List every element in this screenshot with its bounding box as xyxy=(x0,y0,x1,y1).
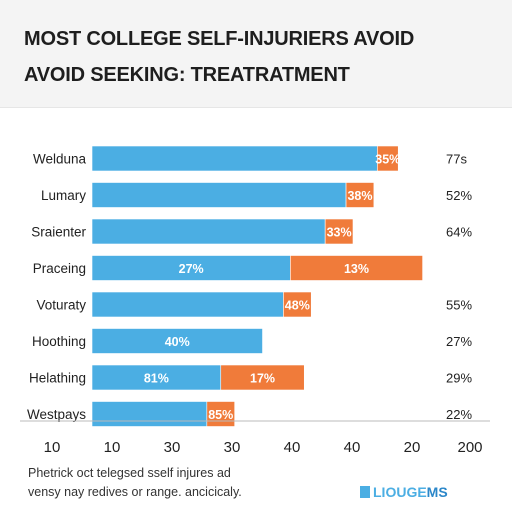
bar-segment xyxy=(91,328,263,354)
bar-data-label: 33% xyxy=(327,226,352,240)
bar-data-label: 85% xyxy=(208,408,233,422)
category-label: Hoothing xyxy=(32,334,86,349)
category-label: Voturaty xyxy=(36,298,86,313)
category-label: Helathing xyxy=(29,371,86,386)
x-tick-label: 20 xyxy=(404,439,421,456)
row-value-label: 27% xyxy=(446,334,472,349)
bar-data-label: 40% xyxy=(165,335,190,349)
row-value-label: 77s xyxy=(446,152,467,167)
x-tick-label: 40 xyxy=(284,439,301,456)
row-value-label: 52% xyxy=(446,188,472,203)
bar-segment xyxy=(206,401,235,427)
logo-text-part-1: LIOUGE xyxy=(373,484,427,500)
footnote-line-2: vensy nay redives or range. ancicicaly. xyxy=(28,485,242,499)
x-tick-label: 10 xyxy=(104,439,121,456)
chart-header: MOST COLLEGE SELF-INJURIERS AVOID AVOID … xyxy=(0,0,512,108)
bar-segment xyxy=(283,291,312,318)
bar-segment xyxy=(345,182,375,208)
bar-segment xyxy=(91,182,347,208)
logo-text-part-2: MS xyxy=(426,484,448,500)
chart-title-line-1: MOST COLLEGE SELF-INJURIERS AVOID xyxy=(24,28,415,50)
bar-data-label: 48% xyxy=(285,299,310,313)
footnote: Phetrick oct telegsed sself injures ad v… xyxy=(28,464,358,502)
bar-chart: Welduna 35% 77s Lumary 38% 52% Sraienter 33% 64%… xyxy=(20,145,490,456)
x-tick-label: 40 xyxy=(344,439,361,456)
bar-data-label: 27% xyxy=(179,262,204,276)
category-label: Westpays xyxy=(27,407,86,422)
x-tick-label: 30 xyxy=(224,439,241,456)
bar-data-label: 35% xyxy=(375,153,400,167)
category-label: Welduna xyxy=(33,152,87,167)
footnote-line-1: Phetrick oct telegsed sself injures ad xyxy=(28,466,231,480)
bar-segment xyxy=(91,255,291,281)
bar-segment xyxy=(377,145,399,172)
bar-segment xyxy=(220,364,305,391)
x-tick-label: 200 xyxy=(457,439,482,456)
logo-square-icon xyxy=(360,486,370,498)
category-label: Lumary xyxy=(41,188,86,203)
x-tick-label: 30 xyxy=(164,439,181,456)
bar-segment xyxy=(91,364,222,391)
bar-segment xyxy=(91,401,208,427)
brand-logo: LIOUGE MS xyxy=(360,484,448,500)
bar-segment xyxy=(91,145,378,172)
row-value-label: 29% xyxy=(446,371,472,386)
bar-segment xyxy=(324,218,354,245)
row-value-label: 64% xyxy=(446,225,472,240)
bar-data-label: 38% xyxy=(347,189,372,203)
category-label: Sraienter xyxy=(31,225,86,240)
bar-data-label: 81% xyxy=(144,372,169,386)
bar-segment xyxy=(91,291,284,318)
chart-title-line-2: AVOID SEEKING: TREATRATMENT xyxy=(24,64,350,86)
row-value-label: 55% xyxy=(446,298,472,313)
bar-data-label: 17% xyxy=(250,372,275,386)
bar-data-label: 13% xyxy=(344,262,369,276)
row-value-label: 22% xyxy=(446,407,472,422)
x-tick-label: 10 xyxy=(44,439,61,456)
category-label: Praceing xyxy=(33,261,86,276)
bar-segment xyxy=(290,255,423,281)
bar-segment xyxy=(91,218,326,245)
